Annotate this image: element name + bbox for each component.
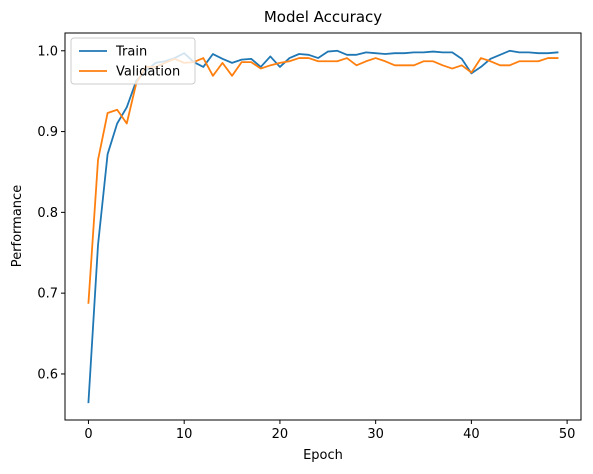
x-tick-label: 0 (84, 427, 92, 442)
x-axis-label: Epoch (303, 448, 343, 463)
x-tick-label: 20 (272, 427, 289, 442)
legend-box (70, 37, 196, 85)
legend-label-validation: Validation (116, 65, 180, 80)
x-tick-label: 30 (367, 427, 384, 442)
y-axis-label: Performance (10, 185, 25, 267)
axes-frame (64, 32, 582, 421)
x-tick-label: 10 (176, 427, 193, 442)
axes: 0 10 20 30 40 50 0.6 0.7 0.8 0.9 1.0 (37, 32, 582, 442)
y-tick-label: 0.9 (37, 125, 58, 140)
y-tick-label: 0.8 (37, 206, 58, 221)
chart-title: Model Accuracy (264, 8, 382, 26)
x-tick-label: 40 (463, 427, 480, 442)
y-tick-label: 0.6 (37, 367, 58, 382)
y-tick-label: 1.0 (37, 44, 58, 59)
legend: Train Validation (70, 37, 196, 85)
y-tick-label: 0.7 (37, 287, 58, 302)
legend-label-train: Train (115, 45, 147, 60)
x-tick-label: 50 (559, 427, 576, 442)
